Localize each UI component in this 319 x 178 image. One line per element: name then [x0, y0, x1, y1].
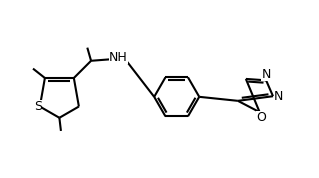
Text: O: O — [256, 111, 266, 124]
Text: S: S — [34, 100, 42, 113]
Text: N: N — [274, 90, 283, 103]
Text: NH: NH — [109, 51, 128, 64]
Text: N: N — [261, 68, 271, 81]
